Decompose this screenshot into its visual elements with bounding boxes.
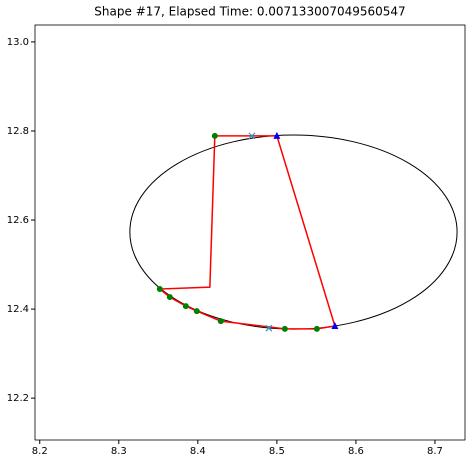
axes-frame — [34, 24, 466, 441]
point — [182, 303, 189, 310]
x-tick-label: 8.6 — [348, 446, 364, 457]
point — [166, 294, 173, 301]
x-tick-label: 8.7 — [427, 446, 443, 457]
x-tick-label: 8.5 — [269, 446, 285, 457]
point — [156, 286, 163, 293]
y-tick-label: 12.2 — [7, 393, 29, 404]
y-tick-label: 12.8 — [7, 126, 29, 137]
y-tick-label: 13.0 — [7, 37, 29, 48]
point — [217, 318, 224, 325]
point — [313, 325, 320, 332]
point — [265, 324, 273, 332]
x-tick-label: 8.3 — [111, 446, 127, 457]
point — [211, 132, 218, 139]
y-tick-label: 12.4 — [7, 304, 29, 315]
point — [281, 325, 288, 332]
x-tick-label: 8.4 — [190, 446, 206, 457]
point — [193, 308, 200, 315]
x-tick-label: 8.2 — [32, 446, 48, 457]
chart-title: Shape #17, Elapsed Time: 0.0071330070495… — [94, 5, 405, 19]
path-line — [157, 135, 336, 330]
point — [273, 131, 281, 139]
ellipse — [129, 134, 458, 330]
point — [248, 132, 256, 140]
point — [331, 322, 339, 330]
y-tick-label: 12.6 — [7, 215, 29, 226]
